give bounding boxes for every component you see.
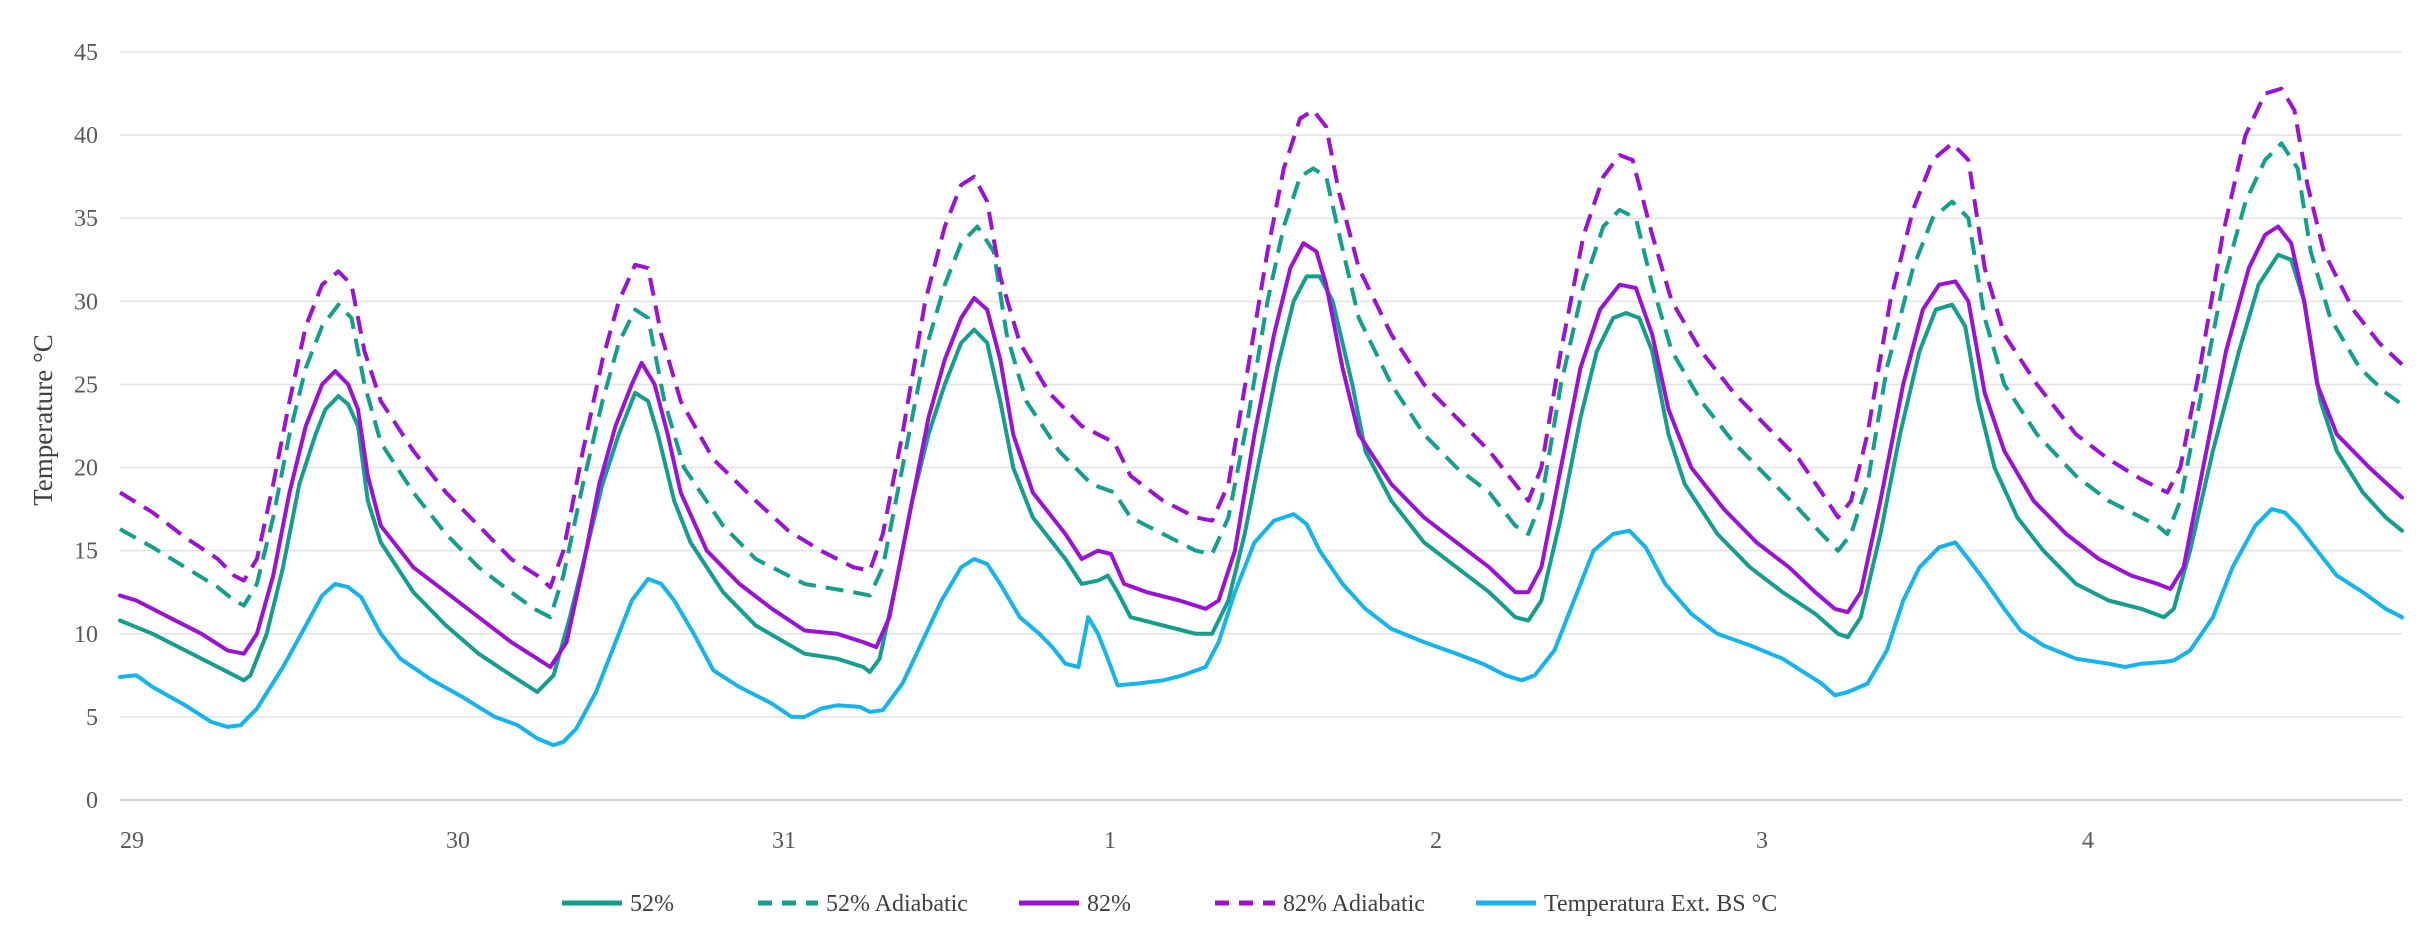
legend-item: 82% <box>1019 891 1131 917</box>
x-axis-ticks: 29 30 31 1 2 3 4 <box>120 828 2094 854</box>
grid-lines <box>120 51 2402 801</box>
y-tick-label: 35 <box>74 206 98 232</box>
y-tick-label: 5 <box>86 705 98 731</box>
legend-item: 52% <box>562 891 674 917</box>
y-tick-label: 0 <box>86 788 98 814</box>
x-tick-label: 1 <box>1104 828 1116 854</box>
series-line-0 <box>118 252 2404 694</box>
y-axis-ticks: 0 5 10 15 20 25 30 35 40 45 <box>74 40 98 814</box>
legend-label: 82% <box>1087 891 1131 917</box>
x-tick-label: 31 <box>772 828 796 854</box>
legend-item: 82% Adiabatic <box>1215 891 1425 917</box>
x-tick-label: 2 <box>1430 828 1442 854</box>
series-line-1 <box>119 141 2404 620</box>
y-tick-label: 15 <box>74 539 98 565</box>
legend-item: Temperatura Ext. BS °C <box>1476 891 1777 917</box>
y-tick-label: 45 <box>74 40 98 66</box>
legend-label: 52% Adiabatic <box>826 891 968 917</box>
y-axis-title: Temperature °C <box>28 334 58 506</box>
y-tick-label: 30 <box>74 289 98 315</box>
series-line-2 <box>118 224 2404 669</box>
legend-item: 52% Adiabatic <box>758 891 968 917</box>
x-tick-label: 30 <box>446 828 470 854</box>
legend: 52% 52% Adiabatic 82% 82% Adiabatic Temperat… <box>562 891 1777 917</box>
series-lines <box>118 86 2404 748</box>
legend-label: Temperatura Ext. BS °C <box>1544 891 1777 917</box>
series-line-4 <box>118 507 2404 748</box>
x-tick-label: 29 <box>120 828 144 854</box>
y-tick-label: 25 <box>74 372 98 398</box>
series-line-3 <box>118 86 2404 590</box>
x-tick-label: 3 <box>1756 828 1768 854</box>
y-tick-label: 40 <box>74 123 98 149</box>
legend-label: 82% Adiabatic <box>1283 891 1425 917</box>
legend-label: 52% <box>630 891 674 917</box>
x-tick-label: 4 <box>2082 828 2094 854</box>
y-tick-label: 10 <box>74 622 98 648</box>
y-tick-label: 20 <box>74 456 98 482</box>
